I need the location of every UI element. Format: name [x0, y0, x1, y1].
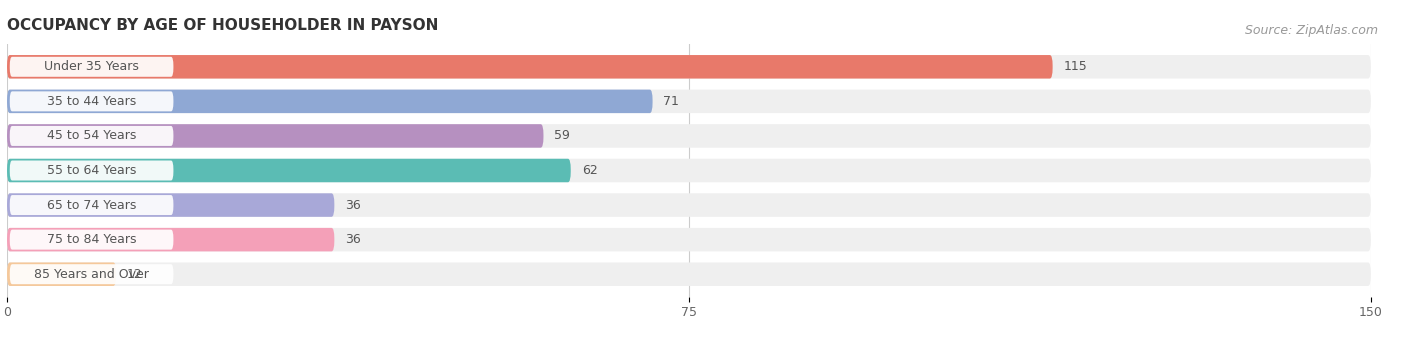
- Text: 12: 12: [127, 268, 143, 281]
- FancyBboxPatch shape: [7, 124, 1371, 148]
- FancyBboxPatch shape: [7, 263, 117, 286]
- FancyBboxPatch shape: [7, 193, 335, 217]
- Text: 59: 59: [554, 130, 571, 143]
- FancyBboxPatch shape: [10, 161, 173, 180]
- FancyBboxPatch shape: [7, 228, 335, 251]
- FancyBboxPatch shape: [7, 55, 1371, 78]
- Text: 62: 62: [582, 164, 598, 177]
- Text: 45 to 54 Years: 45 to 54 Years: [46, 130, 136, 143]
- FancyBboxPatch shape: [10, 126, 173, 146]
- Text: 71: 71: [664, 95, 679, 108]
- Text: OCCUPANCY BY AGE OF HOUSEHOLDER IN PAYSON: OCCUPANCY BY AGE OF HOUSEHOLDER IN PAYSO…: [7, 18, 439, 33]
- Text: Under 35 Years: Under 35 Years: [44, 60, 139, 73]
- FancyBboxPatch shape: [10, 57, 173, 77]
- Text: 65 to 74 Years: 65 to 74 Years: [46, 198, 136, 211]
- FancyBboxPatch shape: [10, 195, 173, 215]
- Text: Source: ZipAtlas.com: Source: ZipAtlas.com: [1244, 24, 1378, 37]
- FancyBboxPatch shape: [7, 90, 652, 113]
- FancyBboxPatch shape: [7, 124, 544, 148]
- FancyBboxPatch shape: [7, 159, 1371, 182]
- FancyBboxPatch shape: [7, 193, 1371, 217]
- FancyBboxPatch shape: [10, 91, 173, 112]
- FancyBboxPatch shape: [10, 229, 173, 250]
- Text: 85 Years and Over: 85 Years and Over: [34, 268, 149, 281]
- Text: 36: 36: [346, 198, 361, 211]
- Text: 35 to 44 Years: 35 to 44 Years: [46, 95, 136, 108]
- FancyBboxPatch shape: [7, 263, 1371, 286]
- FancyBboxPatch shape: [7, 55, 1053, 78]
- FancyBboxPatch shape: [7, 159, 571, 182]
- Text: 75 to 84 Years: 75 to 84 Years: [46, 233, 136, 246]
- FancyBboxPatch shape: [7, 90, 1371, 113]
- Text: 115: 115: [1063, 60, 1087, 73]
- FancyBboxPatch shape: [7, 228, 1371, 251]
- Text: 36: 36: [346, 233, 361, 246]
- Text: 55 to 64 Years: 55 to 64 Years: [46, 164, 136, 177]
- FancyBboxPatch shape: [10, 264, 173, 284]
